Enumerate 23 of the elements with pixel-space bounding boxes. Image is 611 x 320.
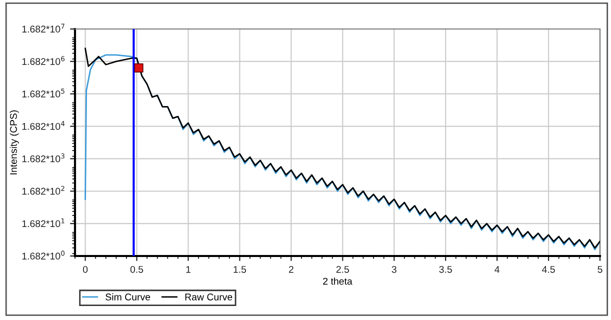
y-tick-label: 1.682*10$^{3}$ [22,153,64,162]
x-tick-label: 2.5 [336,266,349,273]
y-tick-label: 1.682*10$^{4}$ [22,121,65,130]
x-tick-label: 4 [494,266,500,273]
x-tick-label: 0 [82,266,88,273]
x-tick-label: 3 [392,266,396,273]
x-tick-label: 1 [186,266,190,273]
y-tick-label: 1.682*10$^{0}$ [22,250,65,260]
y-tick-label: 1.682*10$^{2}$ [22,186,64,195]
x-tick-label: 2 [288,266,294,273]
y-tick-label: 1.682*10$^{6}$ [22,56,65,65]
legend-label: Sim Curve [106,293,150,300]
x-tick-label: 3.5 [439,266,452,273]
x-tick-label: 1.5 [234,266,246,273]
legend-label: Raw Curve [185,294,232,300]
x-axis-title: 2 theta [323,278,352,285]
y-tick-label: 1.682*10$^{7}$ [22,24,64,33]
x-tick-label: 4.5 [542,266,555,273]
y-tick-label: 1.682*10$^{1}$ [22,218,64,228]
y-axis-title: Intensity (CPS) [10,110,19,174]
x-tick-label: 0.5 [130,266,144,273]
y-tick-label: 1.682*10$^{5}$ [22,88,64,98]
x-tick-label: 5 [598,266,602,273]
